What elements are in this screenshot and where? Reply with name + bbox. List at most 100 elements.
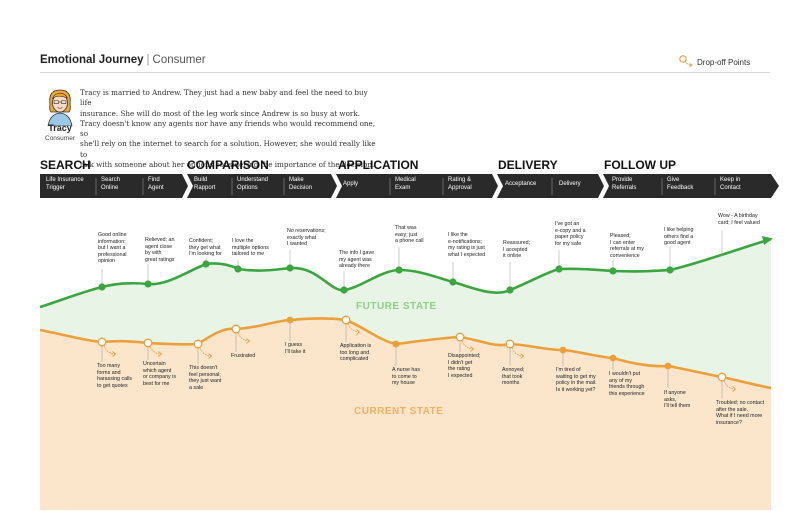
future-state-label: FUTURE STATE [356, 301, 437, 312]
note-line: Annoyed; [502, 367, 525, 373]
drop-off-node [193, 339, 203, 349]
current-node [392, 340, 400, 348]
future-node [286, 264, 294, 272]
note-line: I love the [232, 238, 254, 244]
step-line: Decision [289, 184, 313, 191]
current-note: I wouldn't put any of my friends through th… [609, 371, 645, 397]
future-state-arrowhead [762, 236, 773, 245]
current-note: I'm tired of waiting to get my policy in t… [556, 367, 597, 393]
step-line: Contact [720, 184, 741, 191]
step-line: Keep in [720, 177, 741, 183]
persona-story: Tracy is married to Andrew. They just ha… [80, 88, 380, 170]
note-line: great ratings [145, 256, 175, 263]
note-line: for my safe [555, 240, 582, 247]
note-line: others find a [664, 233, 694, 240]
note-line: No reservations; [287, 228, 326, 234]
note-line: I've got an [555, 221, 580, 227]
drop-off-node [505, 339, 515, 349]
note-line: This doesn't [189, 365, 218, 371]
step-delivery: Delivery [559, 181, 581, 189]
title-subtitle: Consumer [152, 54, 206, 66]
step-life-insurance-trigger: Life Insurance Trigger [46, 177, 84, 192]
future-note: Wow - A birthday card; I feel valued [718, 213, 760, 226]
drop-off-node [341, 315, 351, 325]
current-note: Annoyed; that took months [502, 367, 524, 387]
drop-off-node [143, 338, 153, 348]
note-line: to get quotes [97, 382, 128, 389]
step-line: Acceptance [505, 181, 537, 187]
journey-step-bar [40, 174, 779, 198]
note-line: I didn't get [448, 359, 473, 366]
note-line: waiting to get my [556, 373, 596, 380]
note-line: to come to [392, 373, 417, 380]
step-line: Exam [395, 184, 411, 191]
note-line: convenience [610, 252, 640, 259]
note-line: they just want [189, 378, 222, 385]
future-note: That was easy; just a phone call [395, 225, 424, 245]
note-line: What if I need more [716, 413, 763, 420]
note-line: after the sale. [716, 406, 749, 413]
title-main: Emotional Journey [40, 54, 144, 66]
emotion-curves [39, 230, 773, 510]
step-give-feedback: Give Feedback [667, 177, 693, 192]
note-line: card; I feel valued [718, 219, 760, 226]
note-line: Pleased; [610, 233, 631, 239]
step-line: Feedback [667, 184, 694, 191]
current-node [559, 346, 567, 354]
step-line: Referrals [612, 184, 637, 191]
note-line: or company is [143, 374, 176, 381]
note-line: I guess [285, 342, 303, 348]
note-line: good agent [664, 240, 691, 247]
drop-off-arrow [237, 332, 250, 342]
future-node [449, 278, 457, 286]
story-line: insurance. She will do most of the leg w… [80, 108, 360, 118]
title-separator: | [146, 54, 150, 66]
note-line: complicated [340, 356, 369, 363]
drop-off-node [717, 372, 727, 382]
future-note: Confident; they get what I'm looking for [189, 238, 222, 258]
future-note: No reservations; exactly what I wanted [287, 228, 326, 248]
note-line: paper policy [555, 234, 584, 241]
phase-delivery: DELIVERY [498, 158, 558, 172]
persona-role: Consumer [45, 135, 75, 142]
step-line: Online [101, 184, 119, 191]
phase-application: APPLICATION [338, 158, 419, 172]
note-line: I'll tell them [664, 403, 691, 410]
note-line: best for me [143, 380, 170, 387]
persona-avatar [47, 89, 73, 126]
note-line: the rating [448, 366, 471, 373]
step-acceptance: Acceptance [505, 181, 536, 189]
future-node [506, 286, 514, 294]
current-note: Too many forms and harassing calls to get q… [97, 363, 132, 389]
note-line: forms and [97, 369, 121, 376]
note-line: That was [395, 225, 417, 231]
current-node [286, 316, 294, 324]
current-state-label: CURRENT STATE [354, 406, 444, 417]
note-line: I can enter [610, 239, 636, 246]
future-note: I love the multiple options tailored to me [232, 238, 269, 258]
note-line: Confident; [189, 238, 214, 244]
step-rating-approval: Rating & Approval [448, 177, 472, 192]
step-line: Search [101, 177, 121, 183]
current-note: This doesn't feel personal; they just want… [189, 365, 221, 391]
note-line: a sale [189, 384, 204, 391]
note-line: this experience [609, 390, 645, 397]
step-line: Make [289, 177, 304, 183]
future-node [202, 260, 210, 268]
step-line: Apply [343, 181, 359, 187]
future-note: Relieved; an agent close by with great rati… [145, 237, 174, 263]
note-line: information; [98, 238, 126, 245]
note-line: Reassured; [503, 240, 531, 246]
current-node [609, 354, 617, 362]
step-keep-in-contact: Keep in Contact [720, 177, 741, 192]
step-find-agent: Find Agent [148, 177, 164, 192]
drop-off-arrow [347, 323, 360, 333]
phase-follow-up: FOLLOW UP [604, 158, 676, 172]
note-line: a phone call [395, 238, 424, 245]
note-line: asks, [664, 396, 677, 403]
step-line: Rapport [194, 184, 216, 191]
note-line: Frustrated [231, 353, 256, 359]
note-line: Relieved; an [145, 237, 175, 243]
step-line: Rating & [448, 177, 472, 183]
step-line: Delivery [559, 181, 581, 187]
